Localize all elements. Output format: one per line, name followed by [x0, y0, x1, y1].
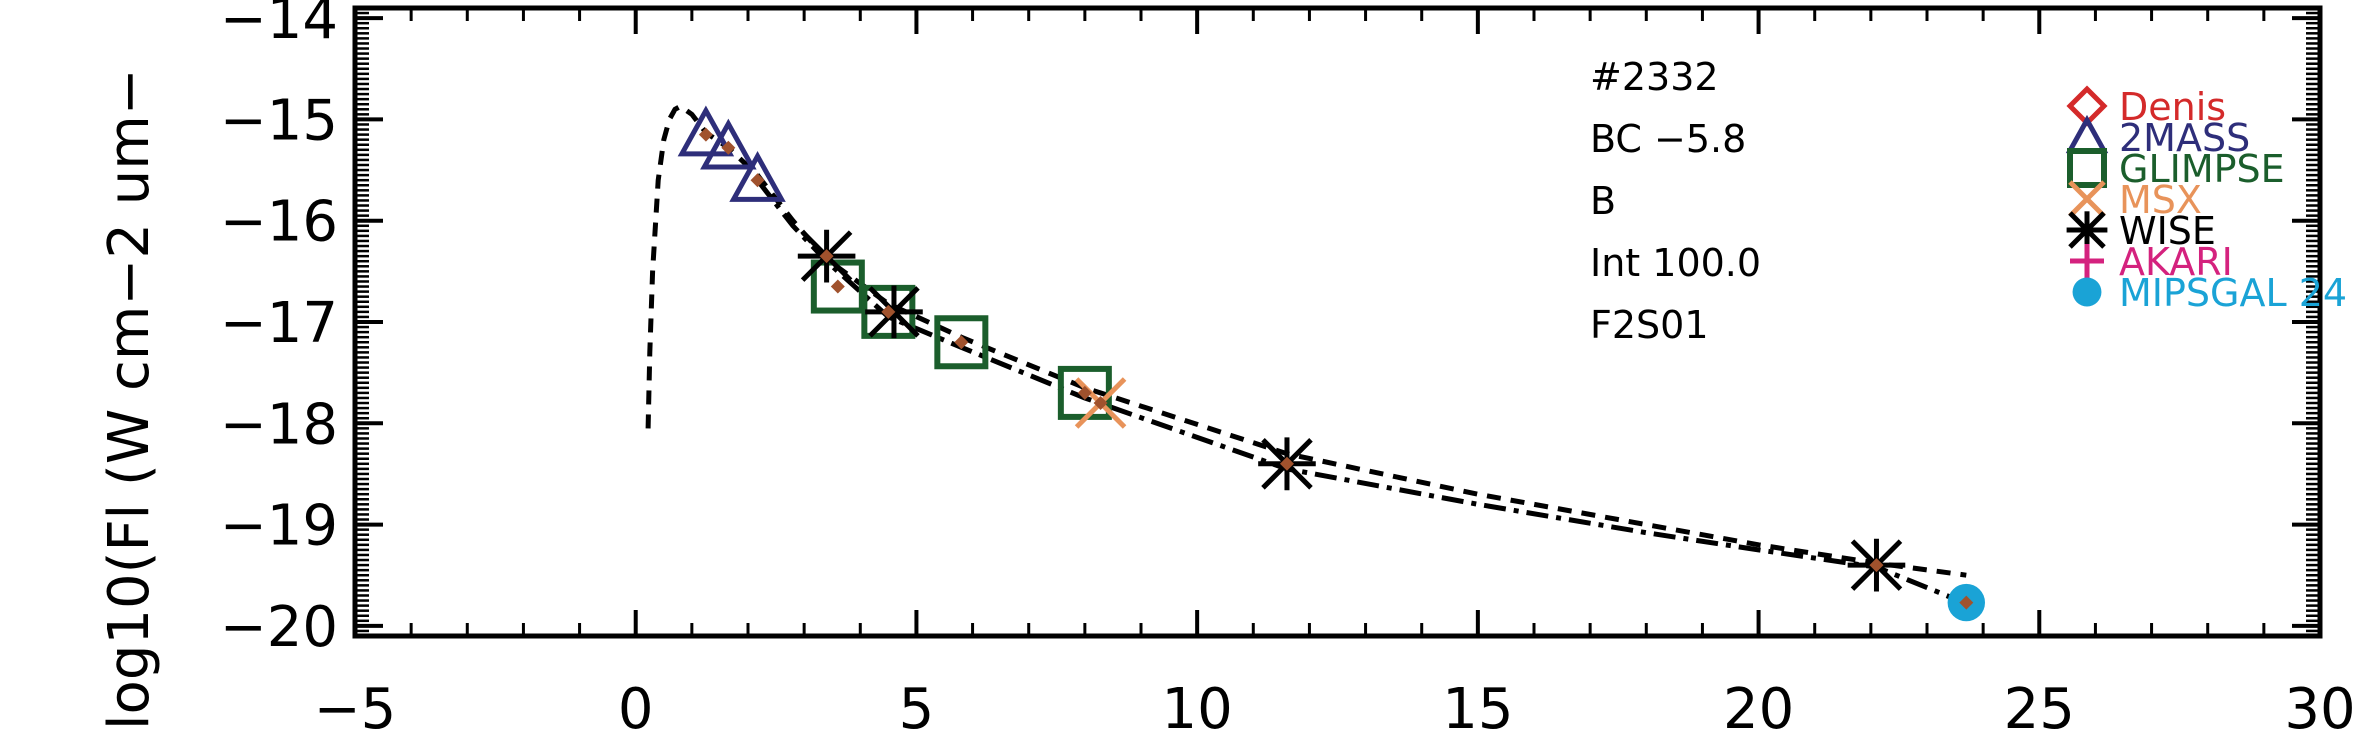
model-points-point-shape: [1077, 385, 1092, 400]
annotation-field: F2S01: [1590, 303, 1709, 347]
legend-item-akari-marker: [2070, 244, 2104, 278]
model-points-point-shape: [750, 173, 765, 188]
annotation-class: B: [1590, 179, 1616, 223]
legend-item-akari: AKARI: [2070, 240, 2233, 284]
axes-layer: −5 0 5 10 15 20 25 30 −20 −19 −18 −17 −16 −15 −14: [220, 0, 2356, 742]
model-points-point: [819, 249, 834, 264]
legend-item-msx-marker-stroke-b: [2068, 180, 2106, 218]
legend-item-2mass-marker-shape: [2065, 114, 2109, 154]
y-tick-label: −18: [220, 392, 338, 457]
y-tick-label: −15: [220, 88, 338, 153]
x-tick-label: 5: [899, 677, 935, 742]
curve-layer: [645, 103, 1968, 606]
marker-layer: [677, 105, 1986, 622]
2mass-point: [677, 105, 735, 157]
legend-item-2mass-marker: [2065, 114, 2109, 154]
legend-item-msx: MSX: [2068, 178, 2202, 222]
x-tick-label: 25: [2004, 677, 2075, 742]
model-points-point-shape: [1959, 595, 1974, 610]
model-curve-dashed: [645, 103, 1967, 578]
legend-item-2mass-label: 2MASS: [2119, 116, 2250, 160]
model-points-point-shape: [830, 279, 845, 294]
text-layer: log10(Fl (W cm−2 um− #2332 BC −5.8 B Int…: [97, 55, 1761, 730]
glimpse-point: [934, 315, 989, 370]
model-points-point-shape: [1093, 396, 1108, 411]
2mass-point-shape: [677, 105, 735, 157]
model-points-point-shape: [1869, 558, 1884, 573]
model-points-point: [1093, 396, 1108, 411]
y-tick-label: −20: [220, 595, 338, 660]
legend-item-glimpse-label: GLIMPSE: [2119, 147, 2285, 191]
legend-item-mipsgal-24-marker-shape: [2072, 277, 2102, 307]
legend-item-glimpse-marker-shape: [2067, 148, 2107, 188]
model-points-point: [721, 140, 736, 155]
model-points-point-shape: [881, 304, 896, 319]
y-axis-label: log10(Fl (W cm−2 um−: [97, 68, 162, 730]
model-points-point: [1279, 456, 1294, 471]
legend-item-glimpse: GLIMPSE: [2067, 147, 2285, 191]
x-tick-label: 20: [1723, 677, 1794, 742]
model-points-point-shape: [721, 140, 736, 155]
annotation-bc: BC −5.8: [1590, 117, 1746, 161]
legend-item-msx-label: MSX: [2119, 178, 2202, 222]
legend-item-akari-label: AKARI: [2119, 240, 2233, 284]
model-points-point-shape: [819, 249, 834, 264]
annotation-id: #2332: [1590, 55, 1719, 99]
2mass-point-shape: [729, 151, 786, 202]
model-points-point-shape: [698, 127, 713, 142]
x-tick-label: −5: [314, 677, 397, 742]
legend-item-mipsgal-24-marker: [2072, 277, 2102, 307]
model-points-point: [698, 127, 713, 142]
legend-item-denis-label: Denis: [2119, 85, 2226, 129]
model-points-point: [1959, 595, 1974, 610]
x-tick-label: 30: [2284, 677, 2355, 742]
model-points-point: [1869, 558, 1884, 573]
legend-item-msx-marker: [2068, 180, 2106, 218]
model-points-point: [954, 335, 969, 350]
y-tick-label: −19: [220, 494, 338, 559]
legend-item-wise: WISE: [2066, 209, 2216, 253]
model-points-point-shape: [1279, 456, 1294, 471]
y-tick-label: −14: [220, 0, 338, 52]
model-points-point: [750, 173, 765, 188]
legend-item-wise-marker: [2066, 211, 2108, 249]
model-points-point: [881, 304, 896, 319]
model-curve-dashdot: [755, 178, 1968, 606]
x-tick-label: 0: [618, 677, 654, 742]
glimpse-point-shape: [934, 315, 989, 370]
2mass-point: [700, 118, 757, 170]
2mass-point: [729, 151, 786, 202]
x-tick-label: 10: [1162, 677, 1233, 742]
legend-item-mipsgal-24-label: MIPSGAL 24: [2119, 271, 2347, 315]
x-tick-label: 15: [1442, 677, 1513, 742]
model-points-point: [830, 279, 845, 294]
annotation-int: Int 100.0: [1590, 241, 1761, 285]
model-points-point: [1077, 385, 1092, 400]
model-points-point-shape: [954, 335, 969, 350]
2mass-point-shape: [700, 118, 757, 170]
legend-item-wise-label: WISE: [2119, 209, 2216, 253]
legend-item-mipsgal-24: MIPSGAL 24: [2072, 271, 2347, 315]
y-tick-label: −17: [220, 291, 338, 356]
y-tick-label: −16: [220, 190, 338, 255]
legend-item-glimpse-marker: [2067, 148, 2107, 188]
